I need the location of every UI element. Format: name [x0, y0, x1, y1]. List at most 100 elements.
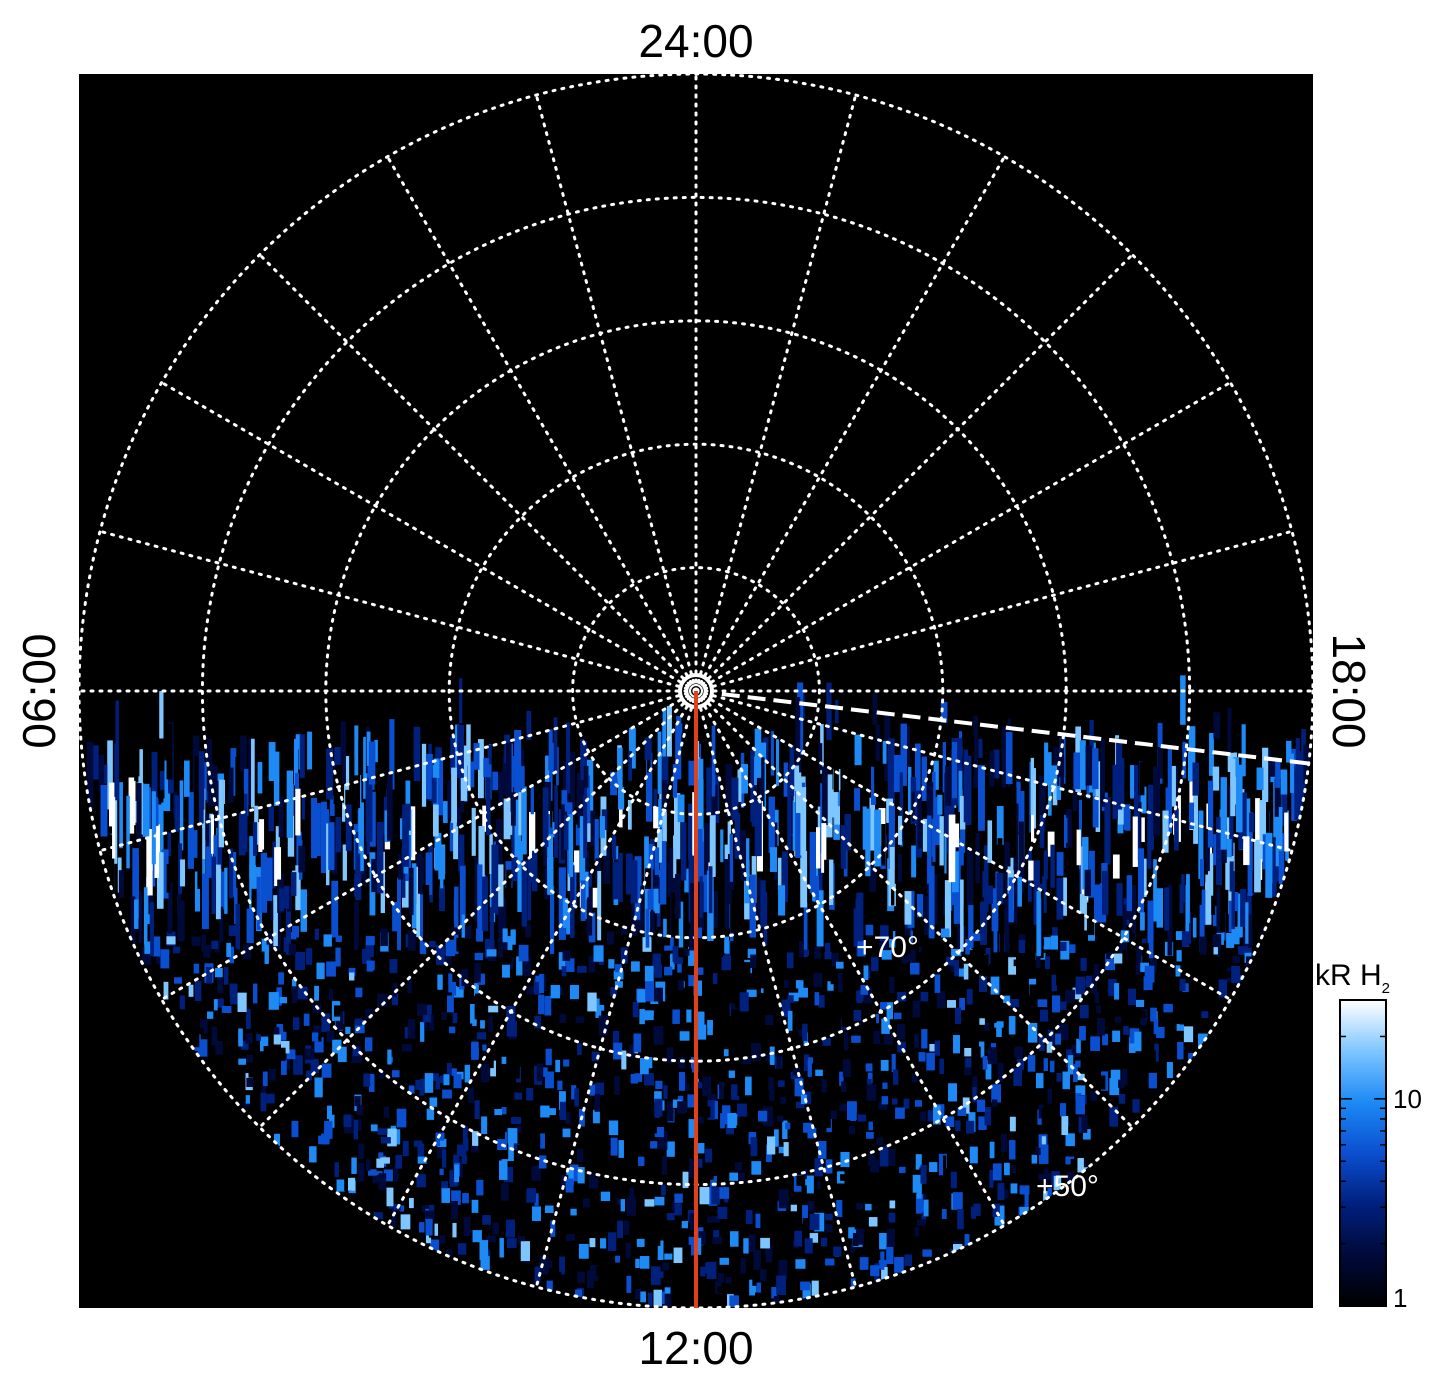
emission-cell [745, 1209, 753, 1224]
emission-cell [961, 924, 967, 938]
emission-cell [1149, 1050, 1156, 1062]
emission-cell [492, 771, 499, 791]
emission-cell [451, 1190, 461, 1205]
emission-cell [295, 788, 301, 836]
emission-cell [684, 948, 690, 956]
emission-cell [391, 954, 397, 961]
emission-cell [1035, 953, 1041, 968]
emission-cell [280, 1041, 290, 1054]
emission-cell [912, 1000, 921, 1018]
emission-cell [765, 1015, 774, 1026]
emission-cell [458, 834, 465, 872]
emission-cell [1259, 800, 1267, 862]
emission-cell [914, 1227, 920, 1237]
emission-cell [312, 752, 318, 785]
emission-cell [1081, 1114, 1088, 1133]
emission-cell [190, 1029, 200, 1048]
emission-cell [1006, 1195, 1015, 1207]
emission-cell [888, 922, 894, 939]
emission-cell [439, 885, 445, 911]
emission-cell [853, 908, 859, 947]
emission-cell [380, 928, 388, 947]
emission-cell [1039, 814, 1045, 848]
emission-cell [1138, 848, 1144, 914]
emission-cell [1049, 1060, 1055, 1073]
emission-cell [895, 1249, 902, 1265]
emission-cell [729, 1231, 739, 1247]
emission-cell [359, 878, 364, 929]
emission-cell [1232, 892, 1239, 911]
emission-cell [575, 824, 582, 846]
emission-cell [1192, 917, 1197, 938]
emission-cell [1281, 770, 1288, 826]
emission-cell [894, 1257, 904, 1273]
emission-cell [574, 1088, 579, 1107]
emission-cell [688, 760, 695, 786]
emission-cell [332, 1039, 342, 1054]
emission-cell [695, 1143, 705, 1154]
emission-cell [837, 972, 843, 993]
emission-cell [324, 1120, 333, 1139]
emission-cell [580, 880, 586, 921]
emission-cell [119, 782, 123, 849]
emission-cell [1038, 1144, 1049, 1164]
emission-cell [449, 821, 455, 852]
emission-cell [689, 1213, 698, 1231]
emission-cell [1031, 1154, 1038, 1164]
emission-cell [472, 1230, 482, 1243]
emission-cell [886, 1149, 896, 1166]
emission-cell [342, 698, 347, 743]
emission-cell [789, 745, 795, 797]
emission-cell [695, 1116, 704, 1124]
emission-cell [910, 962, 920, 975]
emission-cell [470, 1003, 475, 1024]
emission-cell [653, 869, 660, 914]
emission-cell [952, 1192, 963, 1210]
emission-cell [992, 1203, 1000, 1217]
emission-cell [172, 946, 182, 954]
emission-cell [583, 794, 588, 859]
emission-cell [1193, 779, 1198, 844]
emission-cell [446, 1063, 452, 1075]
emission-cell [498, 864, 504, 907]
emission-cell [871, 957, 879, 972]
emission-cell [619, 1113, 630, 1126]
emission-cell [876, 1058, 881, 1078]
emission-cell [899, 1216, 908, 1226]
emission-cell [565, 1178, 574, 1193]
emission-cell [1029, 984, 1039, 997]
emission-cell [559, 1030, 569, 1047]
emission-cell [502, 964, 510, 978]
emission-cell [555, 1059, 561, 1073]
emission-cell [931, 771, 936, 843]
emission-cell [558, 1157, 565, 1165]
emission-cell [724, 936, 729, 954]
emission-cell [246, 1077, 254, 1087]
emission-cell [824, 1224, 833, 1233]
emission-cell [268, 1068, 276, 1081]
emission-cell [1212, 766, 1220, 791]
emission-cell [868, 1217, 878, 1227]
emission-cell [945, 1116, 955, 1127]
colorbar-tick-label-10: 10 [1393, 1084, 1422, 1114]
emission-cell [991, 1084, 1002, 1103]
emission-cell [629, 1187, 635, 1206]
emission-cell [795, 791, 802, 858]
emission-cell [900, 723, 907, 786]
emission-cell [1039, 1009, 1049, 1022]
emission-cell [771, 1286, 778, 1299]
emission-cell [964, 1234, 970, 1248]
emission-cell [752, 1277, 762, 1286]
emission-cell [387, 1040, 395, 1057]
emission-cell [344, 1175, 352, 1191]
emission-cell [1050, 935, 1058, 950]
emission-cell [201, 944, 212, 953]
emission-cell [114, 743, 119, 801]
emission-cell [1085, 745, 1093, 786]
emission-cell [387, 1128, 397, 1147]
emission-cell [800, 787, 807, 856]
emission-cell [552, 773, 557, 823]
emission-cell [688, 803, 693, 861]
emission-cell [856, 994, 863, 1004]
emission-cell [1097, 1075, 1106, 1090]
